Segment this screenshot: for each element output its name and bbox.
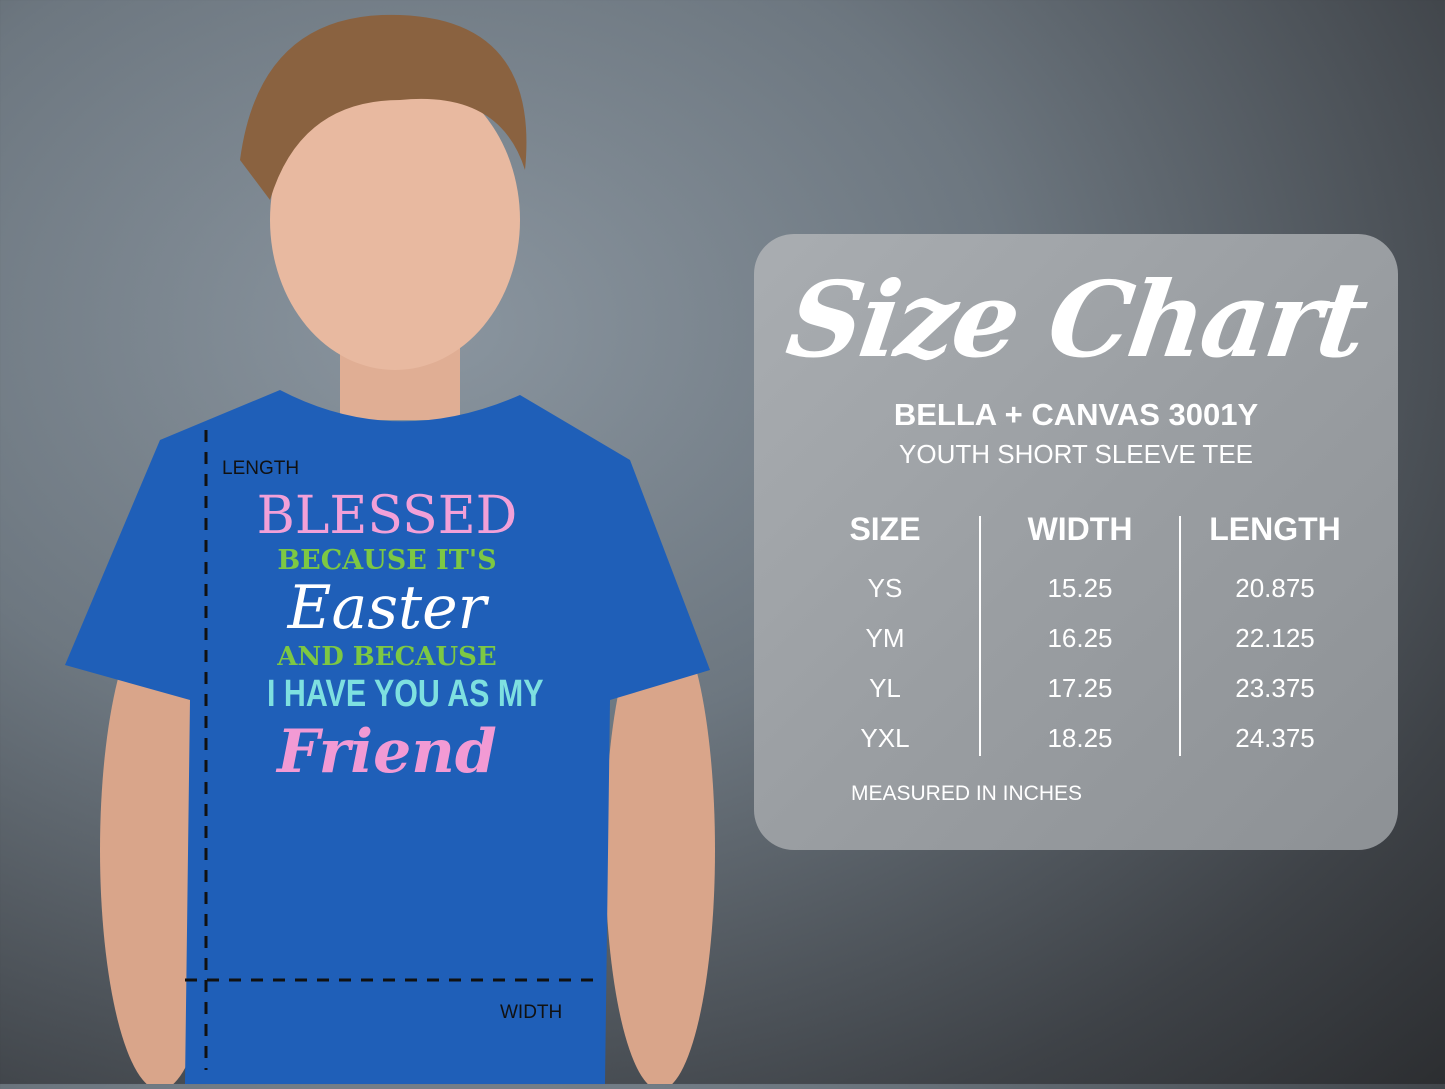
print-i-have-you: I HAVE YOU AS MY bbox=[267, 673, 544, 715]
right-arm bbox=[605, 610, 715, 1089]
width-cell: 18.25 bbox=[1047, 723, 1113, 753]
column-divider bbox=[979, 516, 981, 756]
width-column: WIDTH 15.25 16.25 17.25 18.25 bbox=[980, 511, 1180, 774]
header-length: LENGTH bbox=[1209, 511, 1341, 547]
size-cell: YM bbox=[865, 623, 905, 653]
tshirt bbox=[65, 390, 710, 1084]
length-cell: 24.375 bbox=[1235, 723, 1315, 753]
size-chart-title: Size Chart bbox=[780, 258, 1373, 381]
length-cell: 22.125 bbox=[1235, 623, 1315, 653]
print-and-because: AND BECAUSE bbox=[277, 642, 497, 672]
product-photo: LENGTH WIDTH BLESSED BECAUSE IT'S Easter… bbox=[65, 14, 715, 1089]
model-illustration bbox=[65, 14, 715, 1089]
measurement-note: MEASURED IN INCHES bbox=[851, 782, 1083, 805]
size-cell: YXL bbox=[860, 723, 910, 753]
width-cell: 15.25 bbox=[1047, 573, 1113, 603]
brand-model: BELLA + CANVAS 3001Y bbox=[893, 397, 1259, 432]
print-easter: Easter bbox=[287, 573, 487, 643]
face bbox=[270, 70, 520, 370]
length-label: LENGTH bbox=[222, 458, 300, 479]
header-size: SIZE bbox=[849, 511, 921, 547]
print-because-its: BECAUSE IT'S bbox=[277, 545, 497, 576]
hair bbox=[240, 14, 527, 200]
print-blessed: BLESSED bbox=[256, 486, 518, 546]
product-subtitle: YOUTH SHORT SLEEVE TEE bbox=[899, 439, 1253, 469]
print-friend: Friend bbox=[277, 717, 497, 787]
width-label: WIDTH bbox=[500, 1002, 563, 1023]
column-divider bbox=[1179, 516, 1181, 756]
size-cell: YL bbox=[869, 673, 901, 703]
header-width: WIDTH bbox=[1027, 511, 1133, 547]
length-column: LENGTH 20.875 22.125 23.375 24.375 bbox=[1175, 511, 1375, 774]
width-cell: 16.25 bbox=[1047, 623, 1113, 653]
length-cell: 23.375 bbox=[1235, 673, 1315, 703]
length-cell: 20.875 bbox=[1235, 573, 1315, 603]
size-column: SIZE YS YM YL YXL bbox=[785, 511, 985, 774]
size-cell: YS bbox=[867, 573, 903, 603]
width-cell: 17.25 bbox=[1047, 673, 1113, 703]
size-chart-card: Size Chart BELLA + CANVAS 3001Y YOUTH SH… bbox=[754, 234, 1398, 850]
